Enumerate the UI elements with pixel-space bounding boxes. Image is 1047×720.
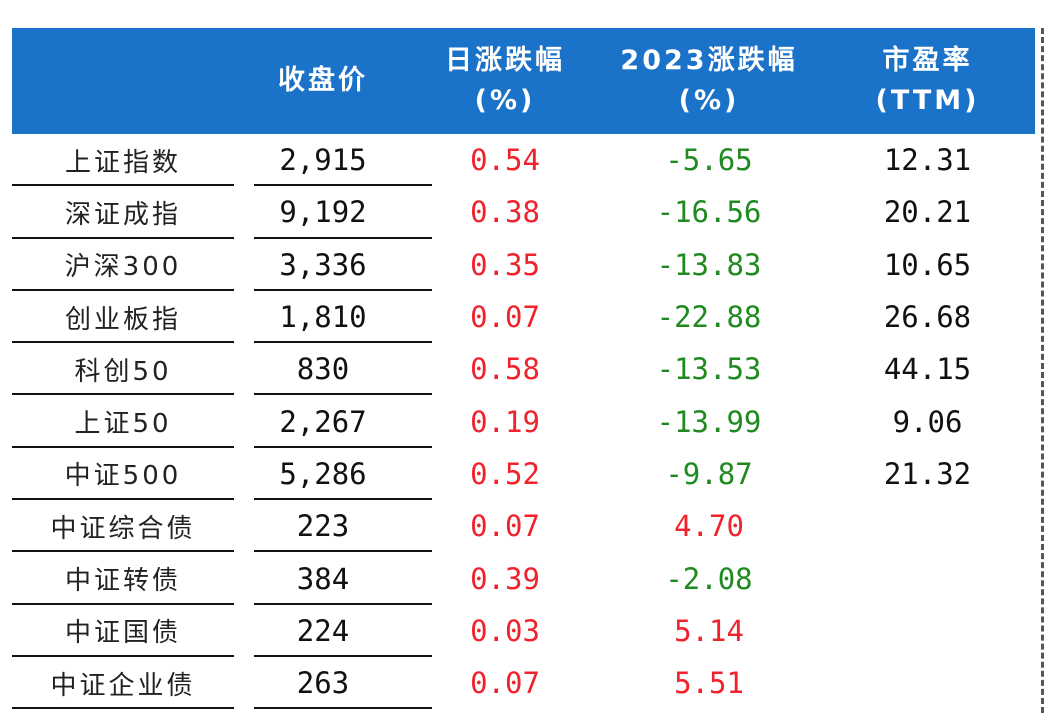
table-row: 中证转债 384 0.39 -2.08 (12, 552, 1035, 605)
daily-change: 0.07 (470, 509, 540, 544)
table-row: 上证50 2,267 0.19 -13.99 9.06 (12, 395, 1035, 449)
daily-change: 0.38 (470, 195, 540, 230)
pe-ratio (820, 500, 1035, 552)
table-row: 深证成指 9,192 0.38 -16.56 20.21 (12, 186, 1035, 239)
index-name: 中证综合债 (12, 500, 234, 553)
ytd-change: -16.56 (656, 195, 762, 230)
right-dashed-border (1041, 28, 1044, 713)
pe-ratio: 10.65 (883, 247, 972, 282)
daily-change: 0.52 (470, 456, 540, 491)
header-close-label: 收盘价 (278, 65, 368, 96)
index-name: 上证50 (12, 395, 234, 449)
close-price: 3,336 (234, 239, 432, 292)
header-ytd-label: 2023涨跌幅 (620, 45, 798, 76)
close-price: 9,192 (234, 186, 432, 239)
ytd-change: -2.08 (665, 561, 753, 596)
ytd-change: -13.99 (656, 404, 762, 439)
header-pe-label: 市盈率 (882, 45, 973, 76)
daily-change: 0.07 (470, 666, 540, 701)
ytd-change: 5.14 (674, 613, 744, 648)
daily-change: 0.19 (470, 404, 540, 439)
header-daily-unit: (%) (474, 85, 536, 116)
daily-change: 0.03 (470, 613, 540, 648)
daily-change: 0.35 (470, 247, 540, 282)
daily-change: 0.54 (470, 143, 540, 178)
ytd-change: -13.83 (656, 247, 762, 282)
table-row: 沪深300 3,336 0.35 -13.83 10.65 (12, 239, 1035, 292)
close-price: 5,286 (234, 448, 432, 501)
pe-ratio: 12.31 (883, 143, 972, 178)
header-close: 收盘价 (234, 28, 412, 134)
header-ytd-unit: (%) (678, 85, 740, 116)
close-price: 384 (234, 552, 432, 605)
table-row: 科创50 830 0.58 -13.53 44.15 (12, 343, 1035, 396)
pe-ratio (820, 657, 1035, 709)
close-price: 263 (234, 657, 432, 710)
table-row: 中证500 5,286 0.52 -9.87 21.32 (12, 448, 1035, 501)
pe-ratio: 26.68 (883, 300, 972, 335)
pe-ratio (820, 552, 1035, 604)
index-name: 中证500 (12, 448, 234, 501)
close-price: 2,915 (234, 134, 432, 187)
header-pe: 市盈率 (TTM) (820, 28, 1035, 134)
pe-ratio: 44.15 (883, 352, 972, 387)
table-header: 收盘价 日涨跌幅 (%) 2023涨跌幅 (%) 市盈率 (TTM) (12, 28, 1035, 134)
close-price: 1,810 (234, 291, 432, 344)
table-row: 上证指数 2,915 0.54 -5.65 12.31 (12, 134, 1035, 187)
daily-change: 0.39 (470, 561, 540, 596)
pe-ratio (820, 605, 1035, 657)
index-name: 创业板指 (12, 291, 234, 344)
index-name: 中证企业债 (12, 657, 234, 710)
ytd-change: 4.70 (674, 509, 744, 544)
market-table: 收盘价 日涨跌幅 (%) 2023涨跌幅 (%) 市盈率 (TTM) 上证指数 2… (12, 28, 1035, 710)
daily-change: 0.07 (470, 300, 540, 335)
index-name: 深证成指 (12, 186, 234, 239)
ytd-change: -13.53 (656, 352, 762, 387)
table-row: 创业板指 1,810 0.07 -22.88 26.68 (12, 291, 1035, 344)
index-name: 上证指数 (12, 134, 234, 187)
close-price: 223 (234, 500, 432, 553)
table-row: 中证国债 224 0.03 5.14 (12, 605, 1035, 658)
index-name: 中证国债 (12, 605, 234, 658)
ytd-change: -5.65 (665, 143, 753, 178)
index-name: 沪深300 (12, 239, 234, 292)
header-ytd-change: 2023涨跌幅 (%) (598, 28, 820, 134)
ytd-change: -22.88 (656, 300, 762, 335)
daily-change: 0.58 (470, 352, 540, 387)
header-daily-label: 日涨跌幅 (445, 45, 565, 76)
ytd-change: -9.87 (665, 456, 753, 491)
close-price: 830 (234, 343, 432, 396)
pe-ratio: 20.21 (883, 195, 972, 230)
pe-ratio: 21.32 (883, 456, 972, 491)
close-price: 2,267 (234, 395, 432, 449)
index-name: 科创50 (12, 343, 234, 396)
table-body: 上证指数 2,915 0.54 -5.65 12.31 深证成指 9,192 0.38 -16.… (12, 134, 1035, 710)
close-price: 224 (234, 605, 432, 658)
header-name (12, 28, 234, 134)
table-row: 中证综合债 223 0.07 4.70 (12, 500, 1035, 553)
header-daily-change: 日涨跌幅 (%) (412, 28, 598, 134)
index-name: 中证转债 (12, 552, 234, 605)
header-pe-unit: (TTM) (875, 85, 980, 116)
pe-ratio: 9.06 (892, 404, 963, 439)
ytd-change: 5.51 (674, 666, 744, 701)
table-row: 中证企业债 263 0.07 5.51 (12, 657, 1035, 710)
